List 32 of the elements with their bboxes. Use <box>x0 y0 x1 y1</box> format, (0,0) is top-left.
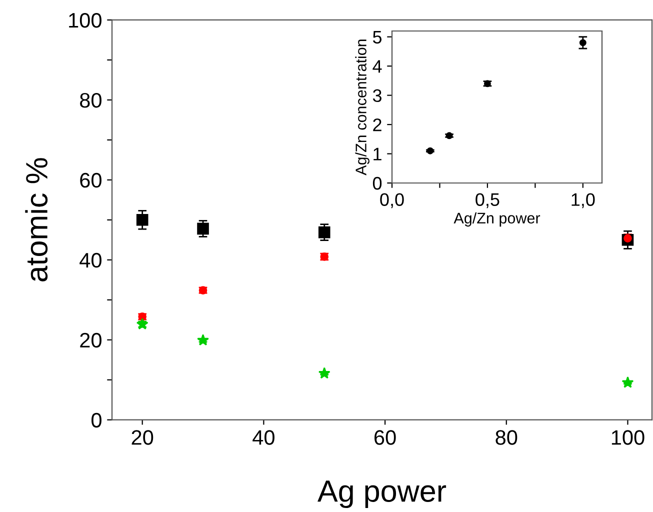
point <box>136 318 148 330</box>
y-axis-title: atomic % <box>25 158 48 282</box>
point <box>197 334 209 346</box>
x-tick-label: 1,0 <box>572 193 595 208</box>
point <box>318 226 330 238</box>
point <box>136 214 148 226</box>
y-tick-label: 5 <box>372 30 382 44</box>
x-axis-title: Ag power <box>318 480 446 508</box>
x-axis-title: Ag/Zn power <box>454 212 540 227</box>
x-tick-label: 0,5 <box>476 193 500 208</box>
y-axis-title: Ag/Zn concentration <box>355 40 370 176</box>
point <box>197 222 209 235</box>
x-tick-label: 0,0 <box>380 193 404 208</box>
y-tick-label: 2 <box>373 118 382 132</box>
y-tick-label: 1 <box>374 148 382 160</box>
x-tick-label: 40 <box>252 430 274 445</box>
point <box>426 147 434 154</box>
y-tick-label: 20 <box>80 332 102 348</box>
point <box>318 367 330 379</box>
y-tick-label: 100 <box>69 12 102 28</box>
point <box>622 376 634 388</box>
y-tick-label: 4 <box>372 60 382 73</box>
y-tick-label: 60 <box>80 172 102 188</box>
x-tick-label: 20 <box>132 430 154 445</box>
point <box>579 39 586 46</box>
y-tick-label: 3 <box>372 89 382 102</box>
y-tick-label: 0 <box>92 412 102 428</box>
y-tick-label: 40 <box>80 252 102 268</box>
x-tick-label: 100 <box>612 430 644 445</box>
y-tick-label: 80 <box>80 92 102 108</box>
y-tick-label: 0 <box>372 176 382 190</box>
x-tick-label: 80 <box>496 430 518 445</box>
